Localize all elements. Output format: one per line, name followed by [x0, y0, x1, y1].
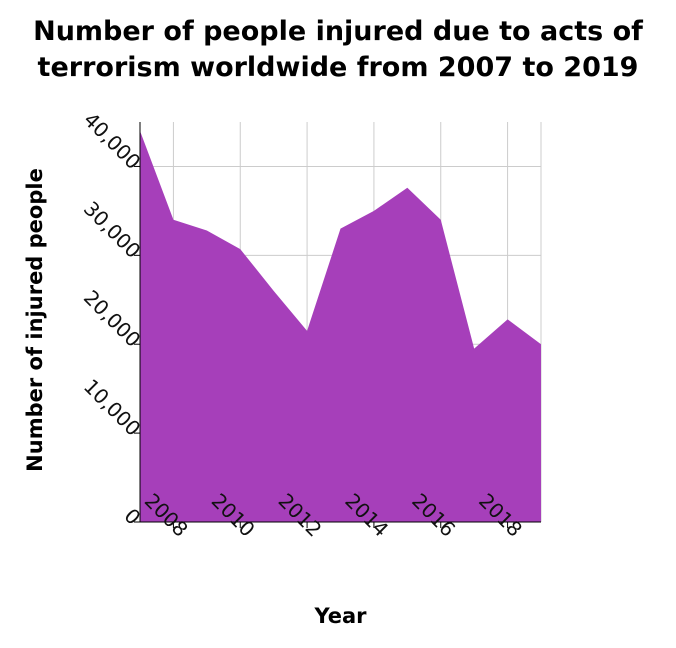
area-series [140, 130, 541, 522]
y-axis-title: Number of injured people [23, 168, 47, 472]
y-tick-label-2: 20,000 [79, 285, 145, 351]
chart-title-line-2: terrorism worldwide from 2007 to 2019 [37, 52, 639, 83]
x-axis-title: Year [313, 604, 367, 628]
y-tick-label-1: 10,000 [79, 374, 145, 440]
y-tick-label-3: 30,000 [79, 196, 145, 262]
chart-title: Number of people injured due to acts of … [0, 14, 676, 86]
y-tick-label-4: 40,000 [79, 108, 145, 174]
chart-title-line-1: Number of people injured due to acts of [33, 16, 643, 47]
